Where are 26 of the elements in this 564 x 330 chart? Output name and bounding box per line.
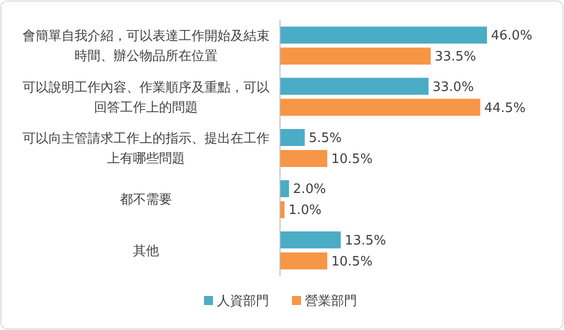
bar <box>280 48 431 65</box>
data-label: 10.5% <box>331 254 373 270</box>
data-label: 13.5% <box>344 233 386 248</box>
bar <box>280 150 328 167</box>
bar <box>280 129 305 146</box>
bar <box>280 98 480 116</box>
y-tick-label: 可以向主管請求工作上的指示、提出在工作上有哪些問題 <box>22 130 270 166</box>
legend-label: 營業部門 <box>305 294 357 309</box>
data-label: 5.5% <box>308 131 342 146</box>
bar <box>280 26 487 44</box>
data-label: 10.5% <box>331 152 373 167</box>
y-tick-label: 會簡單自我介紹，可以表達工作開始及結束時間、辦公物品所在位置 <box>22 29 270 64</box>
bar <box>280 78 428 95</box>
y-tick-label: 其他 <box>133 244 159 259</box>
data-label: 46.0% <box>491 28 532 44</box>
data-label: 44.5% <box>484 100 526 116</box>
y-tick-label: 可以說明工作內容、作業順序及重點，可以回答工作上的問題 <box>22 79 270 116</box>
bar <box>280 180 289 198</box>
data-label: 33.0% <box>432 80 474 95</box>
data-label: 33.5% <box>434 50 476 65</box>
bar <box>280 252 328 270</box>
data-label: 1.0% <box>288 203 322 218</box>
bar <box>280 231 341 248</box>
y-tick-label: 都不需要 <box>120 192 172 208</box>
data-label: 2.0% <box>293 182 326 198</box>
legend-label: 人資部門 <box>217 294 269 309</box>
